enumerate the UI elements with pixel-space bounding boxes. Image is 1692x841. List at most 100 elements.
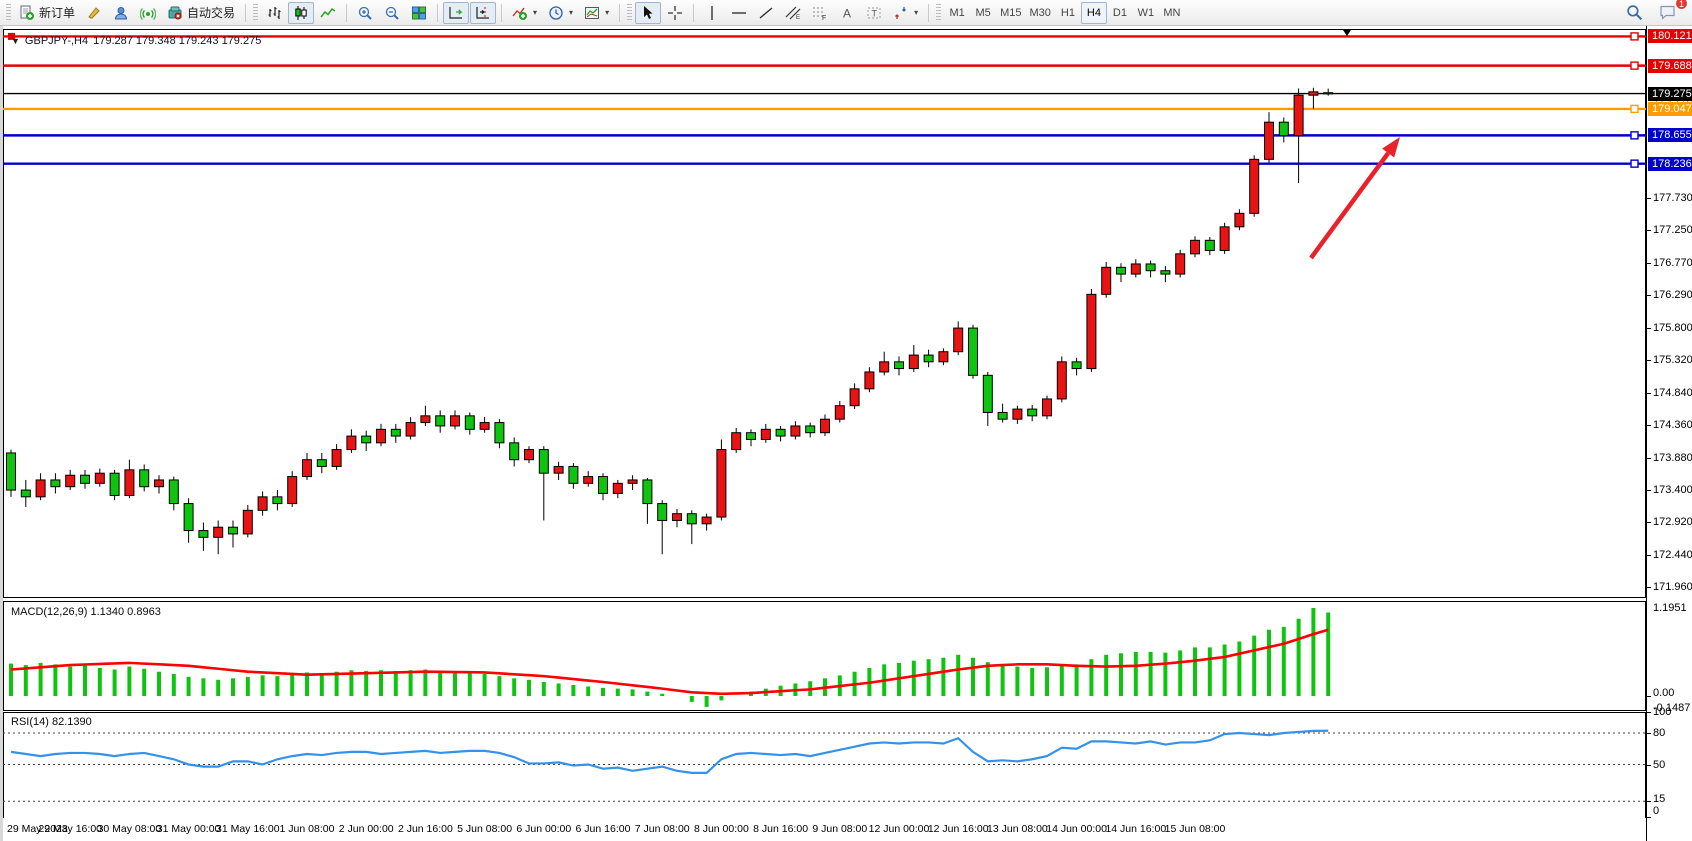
timeframe-button-m15[interactable]: M15 — [1000, 6, 1022, 19]
text-label-button[interactable]: T — [861, 2, 887, 24]
candle-body — [879, 361, 890, 373]
chat-bubble-icon — [1660, 5, 1675, 20]
candle-body — [509, 442, 520, 461]
chart-title: ▼ GBPJPY-,H4 179.287 179.348 179.243 179… — [11, 35, 261, 47]
crosshair-icon — [668, 5, 683, 20]
time-axis[interactable]: 29 May 2023 29 May 16:00 30 May 08:00 31 Ma… — [3, 818, 1646, 841]
candle-body — [124, 469, 135, 496]
arrows-button[interactable]: ▾ — [888, 2, 923, 24]
bar-chart-icon — [268, 6, 281, 19]
candle-body — [524, 449, 534, 461]
candle-body — [642, 479, 653, 505]
chart-shift-button[interactable] — [470, 1, 497, 24]
autotrading-label: 自动交易 — [187, 6, 236, 20]
rsi-line — [10, 729, 1329, 775]
macd-indicator-label: MACD(12,26,9) 1.1340 0.8963 — [11, 606, 161, 618]
horizontal-line-button[interactable] — [726, 2, 752, 24]
candle-body — [109, 472, 120, 496]
price-axis[interactable]: 177.730 177.250 176.770 176.290 175.800 175.3… — [1646, 26, 1692, 841]
timeframe-button-m30[interactable]: M30 — [1029, 6, 1051, 19]
horizontal-line-icon — [732, 11, 747, 14]
rsi-scale-100: 100 — [1653, 706, 1672, 718]
candle-body — [775, 428, 786, 437]
candle-body — [982, 374, 993, 413]
candle-body — [464, 415, 475, 430]
quick-trade-button[interactable] — [81, 2, 107, 24]
tile-windows-button[interactable] — [406, 2, 432, 24]
line-chart-button[interactable] — [315, 2, 341, 24]
timeframe-button-m1[interactable]: M1 — [949, 6, 965, 19]
y-axis-tick-label: 177.730 — [1653, 191, 1692, 204]
rsi-scale-80: 80 — [1653, 727, 1666, 739]
arrows-icon — [895, 6, 907, 19]
chart-symbol-title: GBPJPY-,H4 — [24, 35, 89, 47]
y-axis-tickmark — [1647, 587, 1651, 589]
candle-body — [183, 503, 194, 532]
timeframe-button-w1[interactable]: W1 — [1137, 6, 1155, 19]
candle-body — [80, 474, 90, 484]
candle-body — [1160, 270, 1171, 275]
y-axis-tick-label: 174.840 — [1653, 386, 1692, 399]
macd-signal-line — [10, 628, 1329, 696]
candle-body — [361, 435, 372, 444]
y-axis-tick-label: 171.960 — [1653, 581, 1692, 594]
y-axis-tickmark — [1647, 696, 1651, 697]
rsi-scale-0: 0 — [1653, 805, 1660, 817]
one-click-caret-icon[interactable]: ▼ — [11, 36, 20, 46]
equidistant-channel-button[interactable]: E — [780, 2, 806, 24]
candle-body — [420, 415, 431, 424]
vertical-line-icon — [711, 5, 713, 20]
trendline-icon — [759, 6, 773, 19]
auto-scroll-button[interactable] — [443, 1, 470, 24]
candle-body — [494, 422, 505, 444]
text-label-icon: T — [867, 7, 881, 18]
candlestick-chart-button[interactable] — [288, 1, 315, 24]
time-axis-label: 29 May 2023 — [7, 823, 68, 835]
zoom-out-button[interactable] — [379, 2, 405, 24]
period-button[interactable]: ▾ — [543, 2, 578, 24]
candle-body — [1204, 239, 1215, 251]
candle-body — [213, 526, 224, 538]
autotrading-icon — [168, 6, 182, 19]
timeframe-button-mn[interactable]: MN — [1163, 6, 1181, 19]
new-order-icon — [20, 5, 34, 20]
candle-body — [154, 479, 164, 488]
macd-scale-min: -0.1487 — [1653, 701, 1691, 714]
crosshair-button[interactable] — [662, 2, 688, 24]
signals-button[interactable] — [135, 2, 161, 24]
y-axis-tickmark — [1647, 554, 1651, 556]
candle-body — [1249, 158, 1260, 214]
candle-body — [672, 513, 682, 521]
hline-handle — [1630, 131, 1639, 140]
fibonacci-button[interactable]: F — [807, 2, 833, 24]
candle-body — [435, 415, 446, 427]
indicators-button[interactable]: ▾ — [507, 2, 542, 24]
search-button[interactable] — [1621, 2, 1648, 24]
timeframe-button-d1[interactable]: D1 — [1112, 6, 1127, 19]
trendline-button[interactable] — [753, 2, 779, 24]
timeframe-button-h4[interactable]: H4 — [1080, 1, 1107, 24]
time-axis-label: 7 Jun 08:00 — [634, 823, 690, 835]
chart-shift-icon — [476, 6, 490, 19]
timeframe-button-h1[interactable]: H1 — [1060, 6, 1075, 19]
chart-plot-area[interactable] — [3, 26, 1646, 841]
cursor-button[interactable] — [635, 1, 662, 24]
candle-body — [20, 489, 31, 498]
new-order-button[interactable]: 新订单 — [14, 2, 80, 24]
toolbar-grip[interactable] — [6, 3, 11, 22]
zoom-in-button[interactable] — [352, 2, 378, 24]
vertical-line-button[interactable] — [699, 2, 725, 24]
bar-chart-button[interactable] — [261, 2, 287, 24]
candle-body — [953, 327, 964, 353]
templates-button[interactable]: ▾ — [579, 2, 614, 24]
text-button[interactable]: A — [834, 2, 860, 24]
y-axis-tickmark — [1647, 490, 1651, 492]
candle-body — [1308, 91, 1319, 96]
notifications-button[interactable]: 1 — [1654, 0, 1688, 24]
autotrading-button[interactable]: 自动交易 — [162, 2, 240, 24]
y-axis-tickmark — [1647, 360, 1651, 362]
timeframe-button-m5[interactable]: M5 — [975, 6, 991, 19]
time-axis-label: 12 Jun 00:00 — [868, 823, 930, 835]
profile-button[interactable] — [108, 2, 134, 24]
